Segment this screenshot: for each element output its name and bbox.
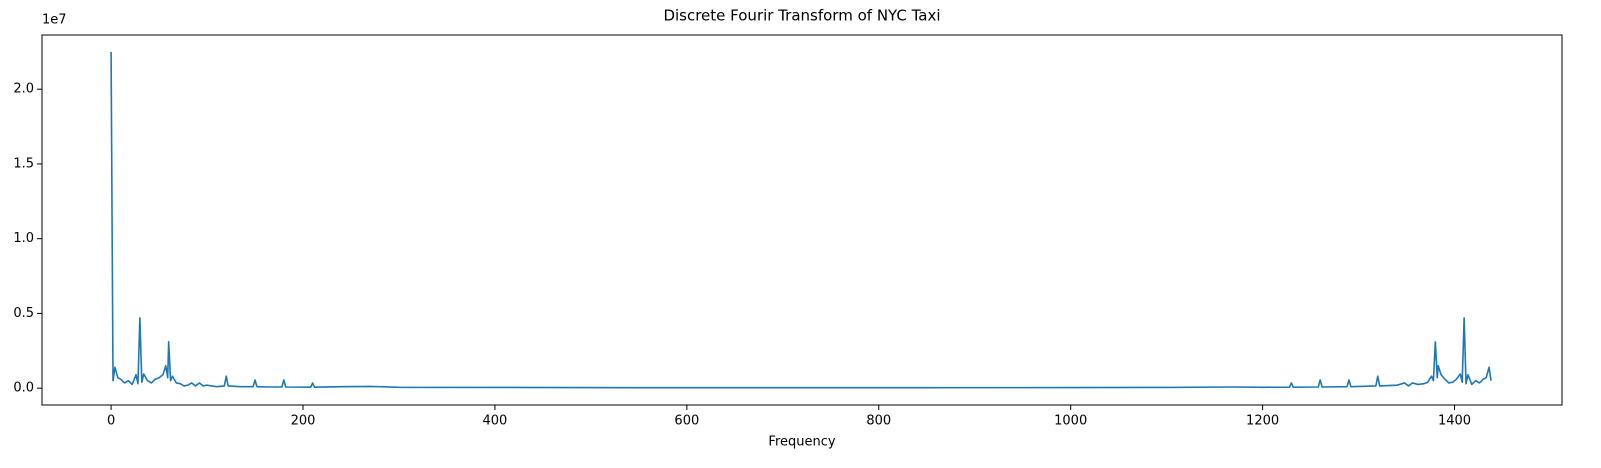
- y-tick-label: 2.0: [13, 82, 34, 97]
- x-tick-label: 1000: [1054, 414, 1087, 429]
- x-tick-label: 1400: [1438, 414, 1471, 429]
- chart-title: Discrete Fourir Transform of NYC Taxi: [663, 7, 940, 25]
- x-axis-label: Frequency: [768, 435, 835, 450]
- x-tick-label: 0: [107, 414, 115, 429]
- x-tick-label: 200: [291, 414, 316, 429]
- y-tick-label: 0.5: [13, 306, 34, 321]
- x-tick-label: 1200: [1246, 414, 1279, 429]
- x-tick-label: 800: [866, 414, 891, 429]
- y-tick-label: 1.0: [13, 231, 34, 246]
- x-tick-label: 600: [674, 414, 699, 429]
- y-offset-label: 1e7: [42, 13, 67, 28]
- x-tick-label: 400: [483, 414, 508, 429]
- plot-frame: [41, 34, 1563, 406]
- data-line: [110, 51, 1492, 389]
- y-tick-label: 1.5: [13, 156, 34, 171]
- y-tick-label: 0.0: [13, 381, 34, 396]
